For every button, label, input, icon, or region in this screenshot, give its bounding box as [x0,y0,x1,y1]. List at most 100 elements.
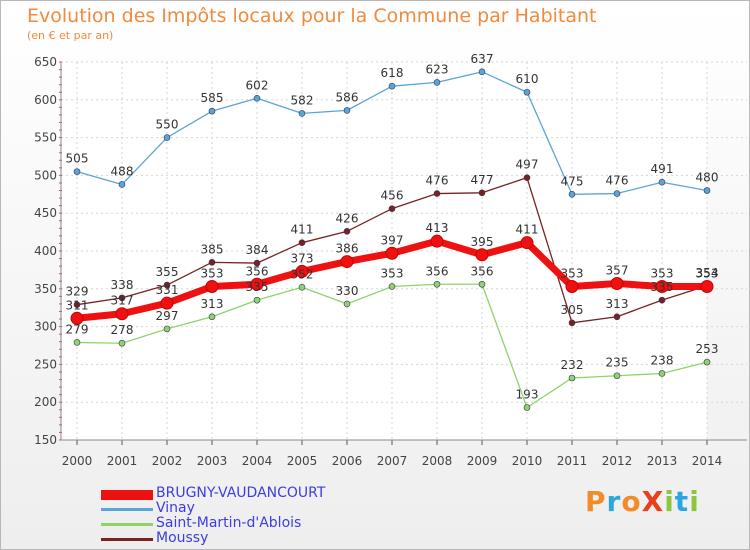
x-tick-label: 2005 [287,454,318,468]
data-label: 253 [696,342,719,356]
y-tick-label: 650 [34,55,57,69]
data-point [115,307,129,321]
data-label: 297 [156,309,179,323]
logo-letter: i [689,485,700,518]
x-tick-label: 2008 [422,454,453,468]
x-tick-label: 2006 [332,454,363,468]
data-point [433,190,441,197]
y-tick-label: 500 [34,168,57,182]
data-label: 353 [201,267,224,281]
data-point [340,255,354,269]
data-point [388,205,396,212]
axis-layer: 150 200 250 300 350 400 450 500 550 600 650 2000 200… [34,55,747,468]
data-point [523,88,531,96]
logo-letter: r [606,485,622,518]
data-point [565,280,579,294]
x-tick-label: 2003 [197,454,228,468]
data-label: 313 [606,297,629,311]
data-point [250,277,264,291]
data-point [343,107,351,114]
data-label: 235 [606,356,629,370]
data-point [205,280,219,294]
data-label: 497 [516,158,539,172]
legend-swatch [101,490,153,500]
data-point [73,339,81,346]
data-point [163,281,171,289]
data-point [70,311,84,325]
proxiti-logo: ProXiti [585,485,700,518]
data-label: 395 [471,235,494,249]
logo-letter: i [664,485,675,518]
data-label: 313 [201,297,224,311]
data-point [658,370,666,377]
data-label: 354 [696,266,719,280]
data-label: 475 [561,174,584,188]
data-label: 338 [111,278,134,292]
data-label: 305 [561,303,584,317]
chart-title: Evolution des Impôts locaux pour la Comm… [27,5,597,27]
data-label: 637 [471,52,494,66]
data-point [703,187,711,194]
data-point [655,280,669,294]
data-label: 335 [651,280,674,294]
data-label: 476 [606,174,629,188]
data-label: 550 [156,118,179,132]
data-label: 476 [426,174,449,188]
legend-label: BRUGNY-VAUDANCOURT [156,485,326,501]
data-point [160,296,174,310]
data-label: 618 [381,66,404,80]
data-label: 356 [471,264,494,278]
legend-label: Vinay [156,500,195,516]
y-tick-label: 150 [34,433,57,447]
data-point [700,280,714,294]
data-label: 353 [561,267,584,281]
data-point [703,358,711,366]
data-label: 373 [291,251,314,265]
logo-letter: t [674,485,690,518]
data-point [388,82,396,90]
data-point [253,94,261,102]
data-label: 352 [291,267,314,281]
data-label: 385 [201,242,224,256]
data-label: 335 [246,280,269,294]
data-point [520,236,534,250]
data-label: 411 [516,223,539,237]
data-point [658,296,666,304]
x-tick-label: 2011 [557,454,588,468]
data-label: 477 [471,173,494,187]
data-point [253,296,261,304]
data-label: 411 [291,223,314,237]
x-tick-label: 2007 [377,454,408,468]
data-point [385,246,399,260]
series-layer [70,68,714,411]
data-point [613,313,621,321]
y-tick-label: 550 [34,131,57,145]
data-point [478,189,486,197]
data-point [388,283,396,290]
data-label: 232 [561,358,584,372]
legend-label: Moussy [156,530,209,546]
logo-letter: o [621,485,642,518]
data-label: 278 [111,323,134,337]
legend-swatch [101,523,153,526]
data-label: 311 [66,298,89,312]
data-label: 585 [201,91,224,105]
data-label: 279 [66,322,89,336]
data-point [298,110,306,117]
y-tick-label: 200 [34,395,57,409]
data-label: 491 [651,162,674,176]
data-label: 480 [696,171,719,185]
data-point [613,372,621,380]
data-label: 586 [336,90,359,104]
data-label: 456 [381,189,404,203]
x-tick-label: 2012 [602,454,633,468]
y-tick-label: 400 [34,244,57,258]
data-label: 426 [336,211,359,225]
y-tick-label: 450 [34,206,57,220]
logo-letter: X [641,485,665,518]
chart-subtitle: (en € et par an) [27,29,114,42]
data-label: 353 [381,267,404,281]
data-point [568,319,576,327]
